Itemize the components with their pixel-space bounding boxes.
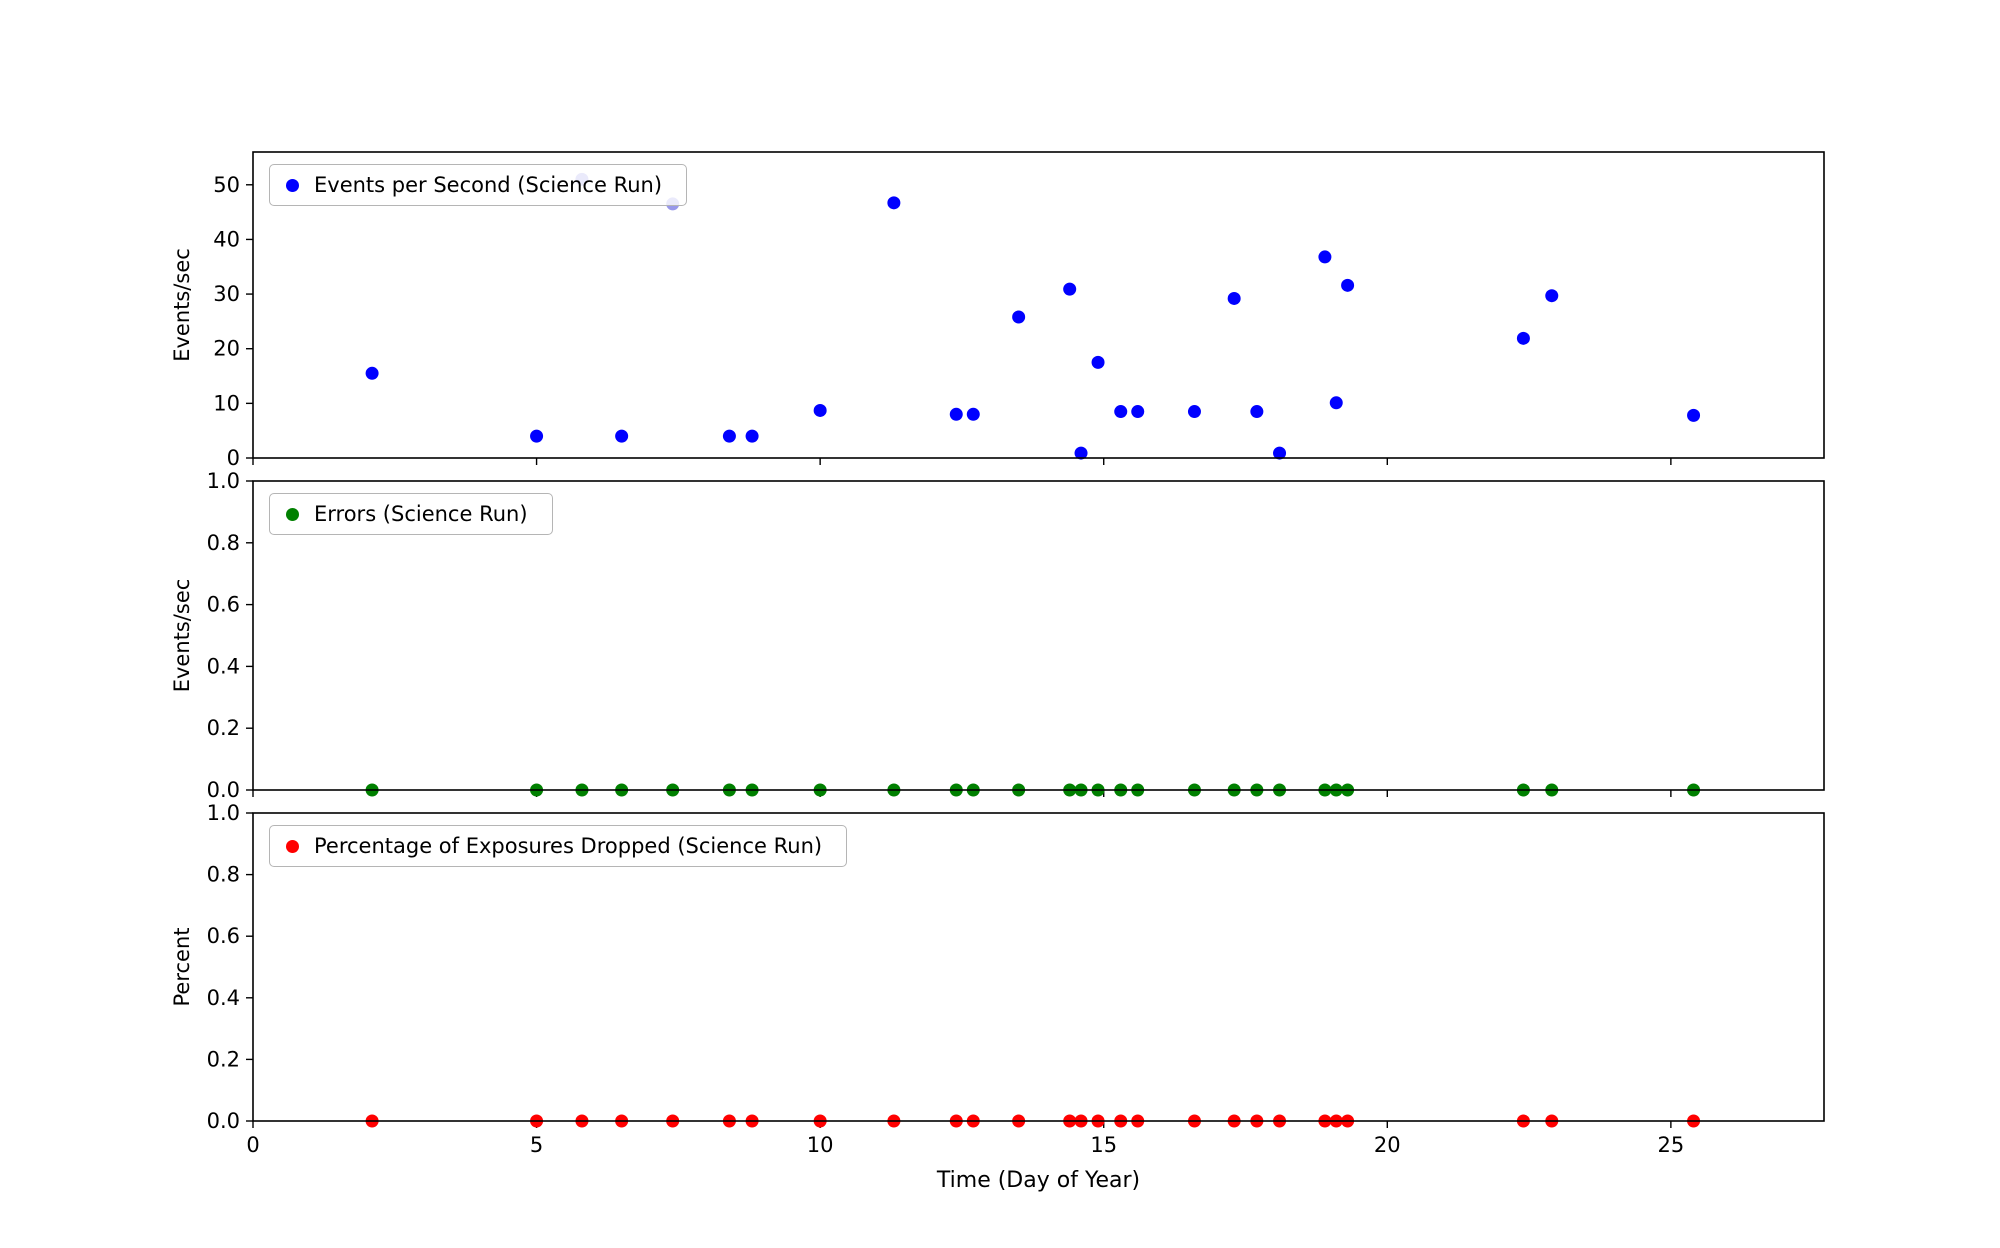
y-axis-label: Events/sec — [170, 579, 194, 693]
scatter-point — [1012, 310, 1026, 324]
scatter-point — [1227, 291, 1241, 305]
legend: Percentage of Exposures Dropped (Science… — [269, 825, 848, 867]
axes-border — [252, 480, 1825, 791]
scatter-point — [1329, 396, 1343, 410]
y-tick-label: 0.2 — [207, 1047, 240, 1071]
y-tick-label: 20 — [213, 337, 240, 361]
scatter-point — [615, 429, 629, 443]
scatter-point — [745, 429, 759, 443]
x-tick-label: 20 — [1374, 1133, 1401, 1157]
plot-area: 0.0 0.2 0.4 0.6 0.8 1.0 Events/sec — [170, 469, 1825, 802]
panel-exposures-dropped: 0 5 10 15 20 25 0.0 0.2 0.4 0.6 0.8 1.0 Percent Perce… — [170, 801, 1825, 1157]
scatter-point — [1545, 289, 1559, 303]
legend-label: Percentage of Exposures Dropped (Science… — [314, 834, 823, 858]
plot-area: 0 10 20 30 40 50 Events/sec — [170, 151, 1825, 470]
scatter-point — [1187, 405, 1201, 419]
scatter-point — [1131, 405, 1145, 419]
plot-area: 0 5 10 15 20 25 0.0 0.2 0.4 0.6 0.8 1.0 Percent — [170, 801, 1825, 1157]
scatter-point — [1074, 446, 1088, 460]
scatter-point — [722, 429, 736, 443]
x-axis-label: Time (Day of Year) — [936, 1168, 1141, 1193]
y-axis-label: Percent — [170, 927, 194, 1006]
legend-marker-icon — [286, 839, 299, 853]
scatter-point — [1687, 408, 1701, 422]
y-tick-label: 0.8 — [207, 531, 240, 555]
y-tick-label: 0.4 — [207, 654, 240, 678]
y-tick-label: 0.0 — [207, 1109, 240, 1133]
x-tick-label: 25 — [1658, 1133, 1685, 1157]
legend-marker-icon — [286, 178, 299, 192]
y-tick-label: 0.0 — [207, 778, 240, 802]
y-tick-label: 1.0 — [207, 469, 240, 493]
legend-label: Errors (Science Run) — [314, 502, 528, 526]
x-tick-label: 10 — [807, 1133, 834, 1157]
scatter-point — [1063, 282, 1077, 296]
scatter-point — [1091, 355, 1105, 369]
y-tick-label: 10 — [213, 391, 240, 415]
scatter-point — [966, 407, 980, 421]
scatter-point — [1114, 405, 1128, 419]
scatter-point — [1516, 331, 1530, 345]
y-tick-label: 0.6 — [207, 593, 240, 617]
y-tick-label: 0.8 — [207, 863, 240, 887]
y-tick-label: 0.4 — [207, 986, 240, 1010]
legend-marker-icon — [286, 507, 299, 521]
scatter-point — [1250, 405, 1264, 419]
scatter-point — [1341, 278, 1355, 292]
y-axis-label: Events/sec — [170, 248, 194, 362]
y-tick-label: 30 — [213, 282, 240, 306]
scatter-point — [365, 366, 379, 380]
axes-border — [252, 812, 1825, 1122]
x-tick-label: 15 — [1090, 1133, 1117, 1157]
scatter-point — [530, 429, 544, 443]
y-tick-label: 50 — [213, 173, 240, 197]
legend: Errors (Science Run) — [269, 493, 553, 535]
legend: Events per Second (Science Run) — [269, 164, 688, 206]
y-tick-label: 0.2 — [207, 716, 240, 740]
y-tick-label: 40 — [213, 227, 240, 251]
scatter-point — [887, 196, 901, 210]
scatter-point — [1318, 250, 1332, 264]
x-tick-label: 5 — [530, 1133, 543, 1157]
legend-label: Events per Second (Science Run) — [314, 173, 663, 197]
y-tick-label: 0.6 — [207, 924, 240, 948]
panel-events-per-second: 0 10 20 30 40 50 Events/sec Events per Second (… — [170, 151, 1825, 470]
y-tick-label: 0 — [227, 446, 240, 470]
scatter-point — [949, 407, 963, 421]
scatter-point — [813, 403, 827, 417]
scatter-point — [1273, 446, 1287, 460]
x-tick-label: 0 — [246, 1133, 259, 1157]
panel-errors: 0.0 0.2 0.4 0.6 0.8 1.0 Events/sec Errors (Scie… — [170, 469, 1825, 802]
axes-border — [252, 151, 1825, 459]
y-tick-label: 1.0 — [207, 801, 240, 825]
